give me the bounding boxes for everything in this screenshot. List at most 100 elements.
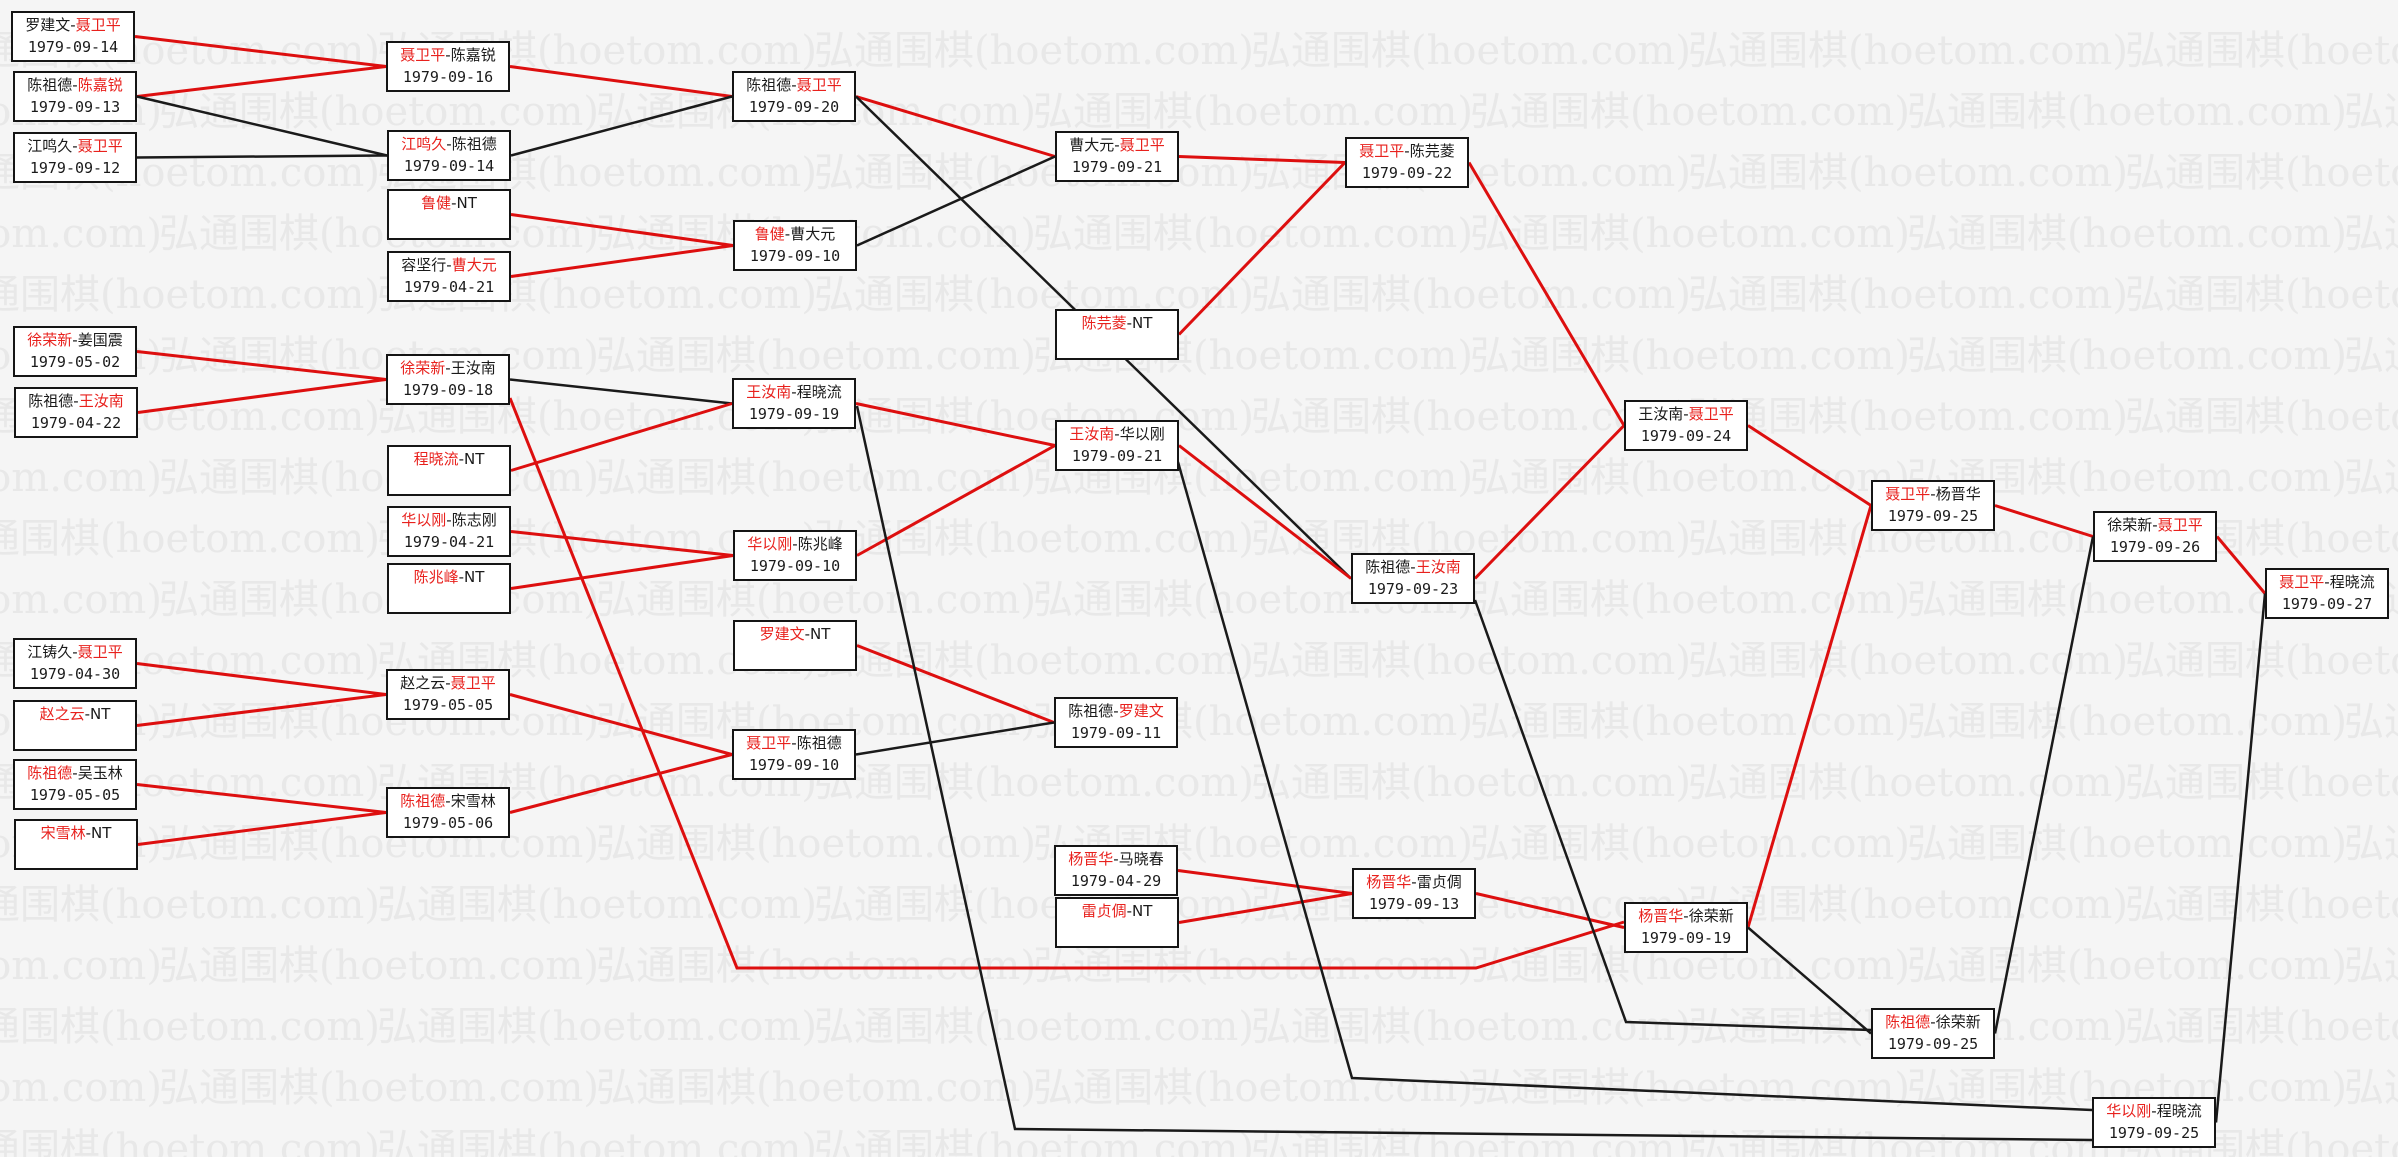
match-box-H2[interactable]: 雷贞倜-NT	[1055, 897, 1179, 948]
match-box-A1[interactable]: 罗建文-聂卫平 1979-09-14	[11, 11, 135, 62]
match-box-A8[interactable]: 陈祖德-吴玉林 1979-05-05	[13, 759, 137, 810]
match-box-E1[interactable]: 王汝南-程晓流 1979-09-19	[732, 378, 856, 429]
player-name: NT	[464, 450, 485, 468]
match-box-I2[interactable]: 陈祖德-徐荣新 1979-09-25	[1871, 1008, 1995, 1059]
match-date: 1979-09-27	[2281, 595, 2373, 613]
player-separator: -	[1930, 485, 1936, 503]
player-name: 陈兆峰	[413, 568, 459, 586]
match-box-B9[interactable]: 赵之云-聂卫平 1979-05-05	[386, 669, 510, 720]
match-box-C1[interactable]: 陈祖德-聂卫平 1979-09-20	[732, 71, 856, 122]
match-box-G2[interactable]: 王汝南-聂卫平 1979-09-24	[1624, 400, 1748, 451]
player-name: 华以刚	[747, 535, 793, 553]
match-box-A6[interactable]: 江铸久-聂卫平 1979-04-30	[13, 638, 137, 689]
match-box-H1[interactable]: 杨晋华-马晓春 1979-04-29	[1054, 845, 1178, 896]
match-box-H4[interactable]: 杨晋华-徐荣新 1979-09-19	[1624, 902, 1748, 953]
match-players: 江鸣久-陈祖德	[389, 133, 509, 156]
match-box-E2[interactable]: 华以刚-陈兆峰 1979-09-10	[733, 530, 857, 581]
result-line-D2e-G2	[1467, 161, 1626, 427]
player-name: 徐荣新	[1935, 1013, 1981, 1031]
match-box-B4[interactable]: 容坚行-曹大元 1979-04-21	[387, 251, 511, 302]
match-box-I1[interactable]: 聂卫平-杨晋华 1979-09-25	[1871, 480, 1995, 531]
match-box-B10[interactable]: 陈祖德-宋雪林 1979-05-06	[386, 787, 510, 838]
player-name: 程晓流	[413, 450, 459, 468]
player-name: 徐荣新	[2107, 516, 2153, 534]
player-name: 程晓流	[2329, 573, 2375, 591]
player-separator: -	[72, 331, 78, 349]
player-name: NT	[91, 824, 112, 842]
player-name: 鲁健	[421, 194, 452, 212]
result-line-A6-B9	[136, 662, 387, 696]
result-line-B4-C2	[510, 244, 734, 278]
match-players: 聂卫平-陈芫菱	[1347, 140, 1467, 163]
match-box-B3[interactable]: 鲁健-NT	[387, 189, 511, 240]
player-separator: -	[84, 705, 91, 723]
match-box-J1[interactable]: 徐荣新-聂卫平 1979-09-26	[2093, 511, 2217, 562]
player-separator: -	[72, 764, 78, 782]
match-box-A9[interactable]: 宋雪林-NT	[14, 819, 138, 870]
result-line-H4-I2	[1747, 926, 1872, 1035]
match-box-E4[interactable]: 聂卫平-陈祖德 1979-09-10	[732, 729, 856, 780]
player-name: NT	[1132, 314, 1153, 332]
match-box-B8[interactable]: 陈兆峰-NT	[387, 563, 511, 614]
player-separator: -	[445, 674, 451, 692]
match-box-G1[interactable]: 陈祖德-王汝南 1979-09-23	[1351, 553, 1475, 604]
result-line-B5-E1	[509, 378, 733, 405]
player-name: 陈祖德	[28, 392, 74, 410]
player-name: 聂卫平	[77, 643, 123, 661]
match-box-B5[interactable]: 徐荣新-王汝南 1979-09-18	[386, 354, 510, 405]
match-box-K1[interactable]: 聂卫平-程晓流 1979-09-27	[2265, 568, 2389, 619]
match-players: 陈祖德-宋雪林	[388, 790, 508, 813]
match-box-A5[interactable]: 陈祖德-王汝南 1979-04-22	[14, 387, 138, 438]
match-box-D2b[interactable]: 陈祖德-罗建文 1979-09-11	[1054, 697, 1178, 748]
match-players: 聂卫平-陈祖德	[734, 732, 854, 755]
result-line-A8-B10	[136, 783, 387, 814]
match-players: 罗建文-NT	[735, 623, 855, 646]
player-name: 杨晋华	[1068, 850, 1114, 868]
match-box-D3[interactable]: 陈芫菱-NT	[1055, 309, 1179, 360]
result-line-H4-I1	[1746, 505, 1873, 928]
match-box-B6[interactable]: 程晓流-NT	[387, 445, 511, 496]
player-name: 王汝南	[1069, 425, 1115, 443]
player-name: 陈祖德	[27, 76, 73, 94]
match-box-A2[interactable]: 陈祖德-陈嘉锐 1979-09-13	[13, 71, 137, 122]
player-name: 聂卫平	[450, 674, 496, 692]
result-line-B6-E1	[510, 402, 733, 472]
player-name: 陈祖德	[27, 764, 73, 782]
match-box-E3[interactable]: 罗建文-NT	[733, 620, 857, 671]
match-box-C2[interactable]: 鲁健-曹大元 1979-09-10	[733, 220, 857, 271]
match-box-D1[interactable]: 曹大元-聂卫平 1979-09-21	[1055, 131, 1179, 182]
result-line-A5-B5	[137, 378, 387, 414]
player-name: 陈祖德	[451, 135, 497, 153]
match-players: 徐荣新-王汝南	[388, 357, 508, 380]
player-separator: -	[446, 135, 452, 153]
match-box-F1[interactable]: 王汝南-华以刚 1979-09-21	[1055, 420, 1179, 471]
match-box-H3[interactable]: 杨晋华-雷贞倜 1979-09-13	[1352, 868, 1476, 919]
match-box-B7[interactable]: 华以刚-陈志刚 1979-04-21	[387, 506, 511, 557]
match-players: 容坚行-曹大元	[389, 254, 509, 277]
match-date: 1979-09-14	[27, 38, 119, 56]
match-players: 杨晋华-马晓春	[1056, 848, 1176, 871]
match-box-A7[interactable]: 赵之云-NT	[13, 700, 137, 751]
result-line-B8-E2	[510, 554, 734, 590]
match-players: 华以刚-陈志刚	[389, 509, 509, 532]
match-players: 陈祖德-王汝南	[1353, 556, 1473, 579]
match-date: 1979-04-29	[1070, 872, 1162, 890]
match-date: 1979-09-26	[2109, 538, 2201, 556]
match-box-B1[interactable]: 聂卫平-陈嘉锐 1979-09-16	[386, 41, 510, 92]
match-box-A4[interactable]: 徐荣新-姜国震 1979-05-02	[13, 326, 137, 377]
match-players: 王汝南-华以刚	[1057, 423, 1177, 446]
player-separator: -	[784, 225, 791, 243]
match-box-B2[interactable]: 江鸣久-陈祖德 1979-09-14	[387, 130, 511, 181]
player-name: NT	[464, 568, 485, 586]
result-line-E1-F1	[855, 402, 1056, 447]
match-box-J2[interactable]: 华以刚-程晓流 1979-09-25	[2092, 1097, 2216, 1148]
player-name: 徐荣新	[27, 331, 73, 349]
match-box-A3[interactable]: 江鸣久-聂卫平 1979-09-12	[13, 132, 137, 183]
player-name: 曹大元	[1069, 136, 1115, 154]
result-line-E2-F1	[856, 444, 1056, 557]
match-box-D2e[interactable]: 聂卫平-陈芫菱 1979-09-22	[1345, 137, 1469, 188]
player-name: 陈祖德	[1365, 558, 1411, 576]
player-name: 聂卫平	[796, 76, 842, 94]
match-players: 赵之云-NT	[15, 703, 135, 726]
match-date: 1979-05-02	[29, 353, 121, 371]
